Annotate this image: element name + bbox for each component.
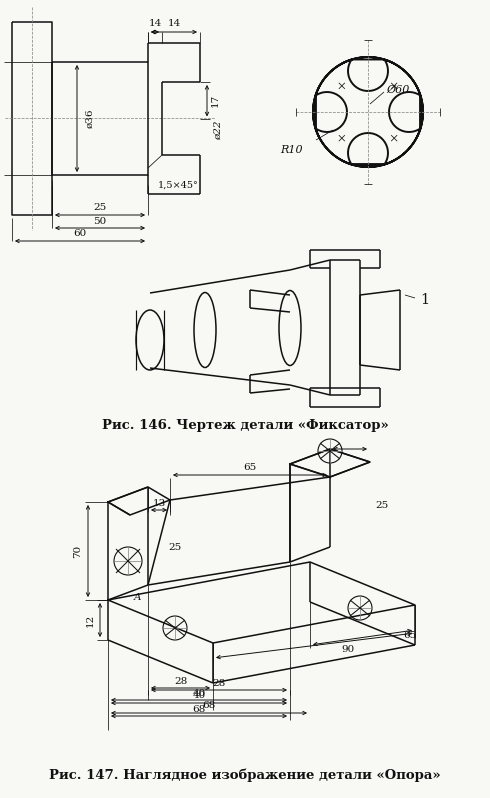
Text: 12: 12 (85, 614, 95, 626)
Text: 25: 25 (94, 203, 107, 212)
Text: 14: 14 (148, 19, 162, 29)
Text: ø36: ø36 (85, 109, 95, 128)
Text: Рис. 147. Наглядное изображение детали «Опора»: Рис. 147. Наглядное изображение детали «… (49, 768, 441, 782)
Text: 70: 70 (74, 544, 82, 558)
Text: 14: 14 (168, 19, 181, 29)
Text: 40: 40 (193, 692, 206, 701)
Text: 17: 17 (211, 94, 220, 107)
Text: ø22: ø22 (214, 120, 222, 140)
Text: 13: 13 (152, 499, 166, 508)
Text: 68: 68 (193, 705, 206, 713)
Text: Ø60: Ø60 (386, 85, 409, 95)
Text: 25: 25 (375, 501, 388, 511)
Text: 50: 50 (94, 216, 107, 226)
Text: 90: 90 (342, 646, 355, 654)
Text: 40: 40 (193, 689, 206, 697)
Text: 60: 60 (74, 230, 87, 239)
Text: A: A (134, 594, 142, 602)
Text: 65: 65 (244, 464, 257, 472)
Text: 1,5×45°: 1,5×45° (158, 180, 199, 189)
Text: R10: R10 (280, 145, 303, 155)
Text: 25: 25 (169, 543, 182, 552)
Text: 65: 65 (403, 630, 416, 639)
Text: 1: 1 (420, 293, 429, 307)
Text: Рис. 146. Чертеж детали «Фиксатор»: Рис. 146. Чертеж детали «Фиксатор» (101, 418, 389, 432)
Text: 68: 68 (202, 701, 216, 710)
Text: 28: 28 (174, 677, 187, 685)
Text: 28: 28 (212, 678, 225, 688)
